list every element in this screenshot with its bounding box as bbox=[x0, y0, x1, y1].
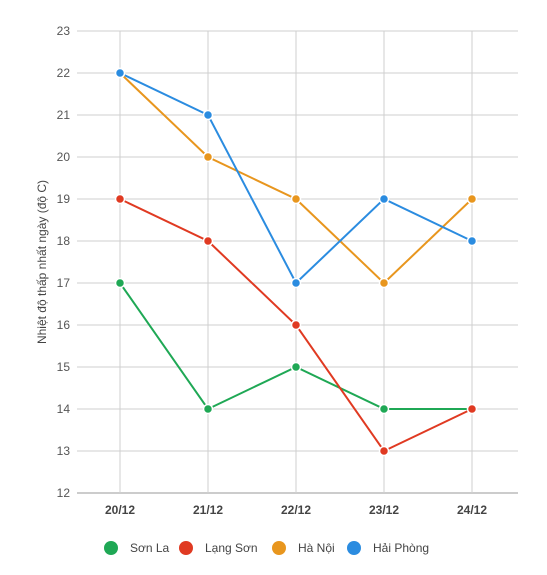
y-axis-title: Nhiệt độ thấp nhất ngày (độ C) bbox=[35, 180, 49, 344]
legend-label: Lạng Sơn bbox=[205, 541, 258, 555]
data-point[interactable] bbox=[114, 277, 126, 289]
data-point[interactable] bbox=[290, 319, 302, 331]
legend-label: Hải Phòng bbox=[373, 541, 429, 555]
legend-label: Sơn La bbox=[130, 541, 170, 555]
data-point[interactable] bbox=[378, 277, 390, 289]
x-axis-ticks: 20/12 21/12 22/12 23/12 24/12 bbox=[105, 503, 487, 517]
x-tick-label: 20/12 bbox=[105, 503, 135, 517]
y-tick-label: 12 bbox=[57, 486, 71, 500]
legend-marker bbox=[272, 541, 286, 555]
data-point[interactable] bbox=[202, 151, 214, 163]
legend-item-3[interactable]: Hải Phòng bbox=[347, 541, 429, 555]
legend-marker bbox=[104, 541, 118, 555]
legend-marker bbox=[179, 541, 193, 555]
legend-marker bbox=[347, 541, 361, 555]
data-point[interactable] bbox=[202, 235, 214, 247]
data-point[interactable] bbox=[378, 193, 390, 205]
legend-item-0[interactable]: Sơn La bbox=[104, 541, 170, 555]
x-tick-label: 23/12 bbox=[369, 503, 399, 517]
y-tick-label: 22 bbox=[57, 66, 71, 80]
y-tick-label: 15 bbox=[57, 360, 71, 374]
x-tick-label: 22/12 bbox=[281, 503, 311, 517]
series bbox=[114, 67, 478, 457]
y-tick-label: 18 bbox=[57, 234, 71, 248]
y-tick-label: 21 bbox=[57, 108, 71, 122]
data-point[interactable] bbox=[290, 361, 302, 373]
x-tick-label: 21/12 bbox=[193, 503, 223, 517]
legend-label: Hà Nội bbox=[298, 541, 335, 555]
y-axis-ticks: 12 13 14 15 16 17 18 19 20 21 22 23 bbox=[57, 24, 71, 500]
y-tick-label: 13 bbox=[57, 444, 71, 458]
data-point[interactable] bbox=[202, 403, 214, 415]
y-tick-label: 16 bbox=[57, 318, 71, 332]
data-point[interactable] bbox=[202, 109, 214, 121]
y-tick-label: 19 bbox=[57, 192, 71, 206]
grid bbox=[77, 30, 518, 494]
data-point[interactable] bbox=[378, 445, 390, 457]
data-point[interactable] bbox=[114, 193, 126, 205]
data-point[interactable] bbox=[378, 403, 390, 415]
legend: Sơn La Lạng Sơn Hà Nội Hải Phòng bbox=[104, 541, 429, 555]
legend-item-2[interactable]: Hà Nội bbox=[272, 541, 335, 555]
y-tick-label: 14 bbox=[57, 402, 71, 416]
y-tick-label: 17 bbox=[57, 276, 71, 290]
data-point[interactable] bbox=[466, 235, 478, 247]
data-point[interactable] bbox=[290, 277, 302, 289]
data-point[interactable] bbox=[114, 67, 126, 79]
data-point[interactable] bbox=[466, 403, 478, 415]
x-tick-label: 24/12 bbox=[457, 503, 487, 517]
legend-item-1[interactable]: Lạng Sơn bbox=[179, 541, 258, 555]
y-tick-label: 23 bbox=[57, 24, 71, 38]
y-tick-label: 20 bbox=[57, 150, 71, 164]
data-point[interactable] bbox=[466, 193, 478, 205]
data-point[interactable] bbox=[290, 193, 302, 205]
